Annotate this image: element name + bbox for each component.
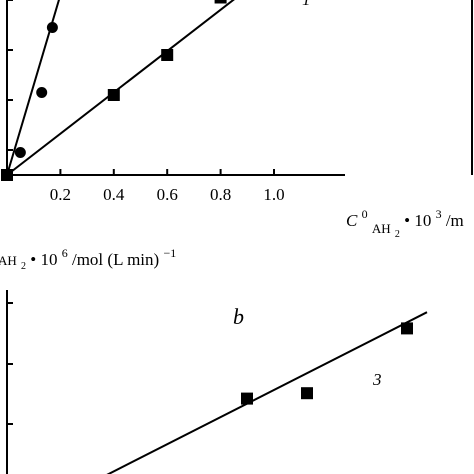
panel-b-point-square [241,392,253,405]
panel-b-point-square [301,387,313,400]
panel-b-y-label-rest2: /mol (L min) [72,250,159,269]
panel-a-x-label-sup2: 3 [436,207,442,221]
panel-b-y-label-subsub: 2 [21,261,26,272]
panel-a-x-tick-label: 0.2 [50,185,71,204]
panel-a-x-tick-label: 0.4 [103,185,125,204]
panel-a-x-label-rest2: /m [446,211,464,230]
panel-a-x-label-sup: 0 [362,207,368,221]
panel-b-y-label-sup: 6 [62,246,68,260]
panel-a-fit-line-square [6,0,235,176]
panel-b: AH 2 • 10 6 /mol (L min) −1 b 3 [0,242,428,474]
panel-b-y-label-sub: AH [0,253,17,268]
panel-a-x-label-subsub: 2 [395,229,400,240]
panel-a-point-circle [36,87,48,98]
panel-a-x-label-rest: • 10 [404,211,431,230]
panel-a-x-tick-label: 0.8 [210,185,231,204]
panel-b-letter: b [233,304,244,329]
panel-a-x-axis-label: C 0 AH 2 • 10 3 /m [346,203,464,241]
panel-b-y-label-rest: • 10 [30,250,57,269]
panel-a-point-circle [46,22,58,33]
panel-a-point-square [1,169,13,181]
panel-a: 0.2 0.4 0.6 0.8 1.0 1 C 0 AH 2 • 10 3 /m [1,0,473,241]
panel-a-x-label-sub: AH [372,221,391,236]
panel-a-point-square [214,0,227,4]
panel-a-curve-label: 1 [302,0,311,9]
panel-a-x-label-base: C [346,211,358,230]
panel-a-point-square [107,89,120,101]
panel-b-curve-label: 3 [372,370,382,389]
panel-b-y-label-sup2: −1 [163,246,176,260]
panel-a-x-tick-label: 1.0 [263,185,284,204]
panel-a-point-circle [14,147,26,158]
panel-b-fit-line [106,311,428,474]
panel-a-point-square [161,49,174,61]
panel-b-point-square [401,322,413,335]
panel-b-y-axis-label: AH 2 • 10 6 /mol (L min) −1 [0,242,176,273]
panel-a-x-tick-label: 0.6 [157,185,178,204]
